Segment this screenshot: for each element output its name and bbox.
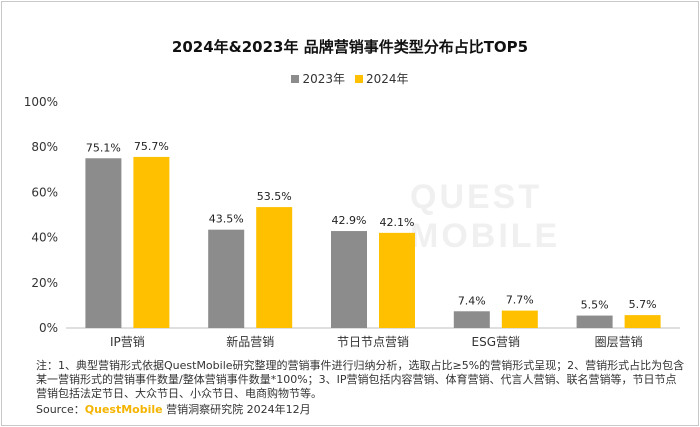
data-label: 5.7%	[629, 298, 657, 311]
legend-item-2023: 2023年	[291, 70, 345, 87]
bar-2023	[331, 231, 367, 328]
data-label: 7.4%	[458, 294, 486, 307]
legend-label-2024: 2024年	[366, 72, 409, 86]
y-tick-label: 40%	[31, 231, 58, 245]
bar-2024	[501, 310, 538, 328]
source-line: Source：QuestMobile 营销洞察研究院 2024年12月	[36, 401, 311, 417]
bar-2023	[85, 158, 122, 328]
x-tick-label: IP营销	[110, 335, 145, 349]
legend-label-2023: 2023年	[302, 72, 345, 86]
data-label: 75.7%	[134, 140, 169, 153]
watermark-text: QUEST MOBILE	[410, 178, 561, 255]
y-tick-label: 80%	[31, 140, 58, 154]
y-tick-label: 0%	[39, 321, 58, 335]
legend-item-2024: 2024年	[355, 70, 409, 87]
x-tick-label: 节日节点营销	[337, 335, 409, 349]
data-label: 7.7%	[506, 294, 534, 307]
bar-2024	[379, 232, 415, 328]
source-suffix: 营销洞察研究院 2024年12月	[162, 403, 311, 416]
bar-2023	[208, 229, 245, 328]
x-tick-label: ESG营销	[472, 335, 521, 349]
data-label: 43.5%	[209, 213, 244, 226]
chart-legend: 2023年 2024年	[0, 70, 700, 87]
bar-2024	[133, 156, 170, 328]
bar-2023	[576, 315, 613, 328]
bar-2023	[453, 311, 490, 328]
chart-title: 2024年&2023年 品牌营销事件类型分布占比TOP5	[171, 38, 529, 56]
x-tick-label: 圈层营销	[595, 335, 643, 349]
x-tick-label: 新品营销	[226, 334, 274, 349]
source-brand: QuestMobile	[84, 403, 163, 416]
legend-swatch-2023	[291, 74, 300, 83]
data-label: 53.5%	[257, 190, 292, 203]
legend-swatch-2024	[355, 74, 363, 83]
y-tick-label: 100%	[24, 95, 58, 109]
data-label: 75.1%	[86, 141, 121, 154]
bar-2024	[256, 207, 293, 328]
source-prefix: Source：	[36, 403, 85, 416]
data-label: 42.1%	[380, 216, 415, 229]
data-label: 42.9%	[332, 214, 367, 227]
chart-note: 注：1、典型营销形式依据QuestMobile研究整理的营销事件进行归纳分析，选…	[36, 359, 685, 400]
bar-2024	[624, 315, 661, 328]
y-tick-label: 60%	[31, 185, 58, 199]
y-tick-label: 20%	[31, 276, 58, 290]
data-label: 5.5%	[581, 299, 609, 312]
